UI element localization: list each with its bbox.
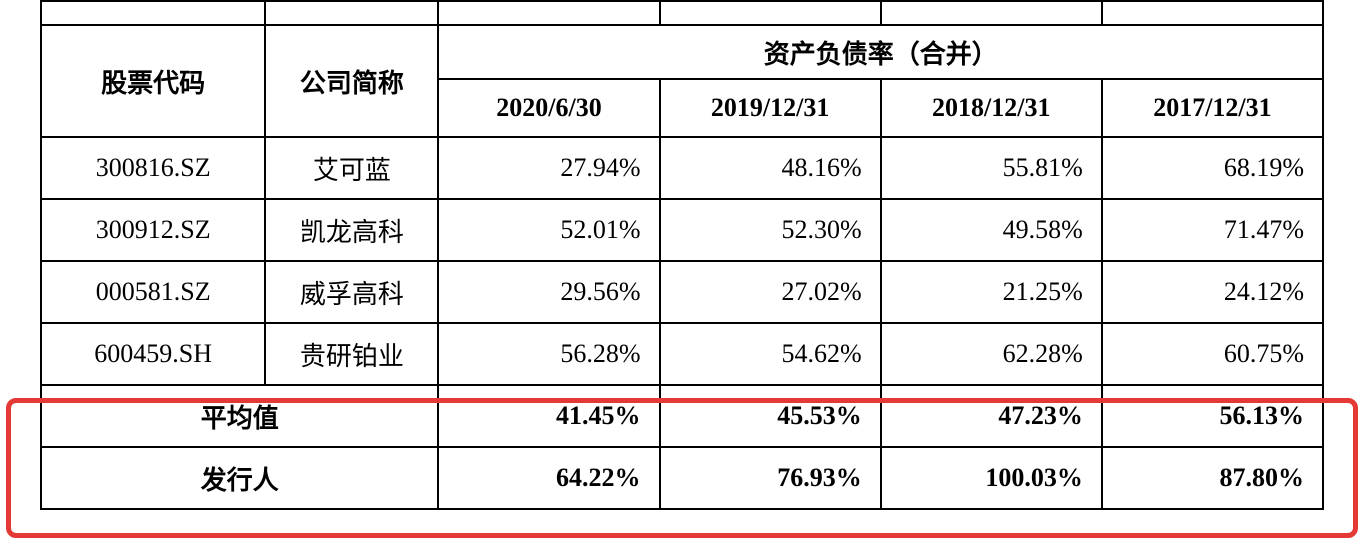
cell-value: 52.30%: [660, 199, 881, 261]
summary-row-average: 平均值 41.45% 45.53% 47.23% 56.13%: [41, 385, 1323, 447]
cell-value: 27.02%: [660, 261, 881, 323]
cell-value: 71.47%: [1102, 199, 1323, 261]
cell-value: 24.12%: [1102, 261, 1323, 323]
cell-value: 27.94%: [438, 137, 659, 199]
cell-code: 300816.SZ: [41, 137, 265, 199]
cell-value: 45.53%: [660, 385, 881, 447]
col-header-name: 公司简称: [265, 25, 438, 137]
col-header-date-0: 2020/6/30: [438, 79, 659, 137]
table-row: 000581.SZ 威孚高科 29.56% 27.02% 21.25% 24.1…: [41, 261, 1323, 323]
cell-value: 64.22%: [438, 447, 659, 509]
cell-value: 87.80%: [1102, 447, 1323, 509]
cell-value: 29.56%: [438, 261, 659, 323]
cell-value: 52.01%: [438, 199, 659, 261]
cell-value: 60.75%: [1102, 323, 1323, 385]
table-row: 300912.SZ 凯龙高科 52.01% 52.30% 49.58% 71.4…: [41, 199, 1323, 261]
cell-value: 56.13%: [1102, 385, 1323, 447]
cell-value: 76.93%: [660, 447, 881, 509]
cell-name: 凯龙高科: [265, 199, 438, 261]
cell-code: 300912.SZ: [41, 199, 265, 261]
stub-row: [41, 1, 1323, 25]
debt-ratio-table: 股票代码 公司简称 资产负债率（合并） 2020/6/30 2019/12/31…: [40, 0, 1324, 510]
summary-row-issuer: 发行人 64.22% 76.93% 100.03% 87.80%: [41, 447, 1323, 509]
cell-value: 56.28%: [438, 323, 659, 385]
col-header-group: 资产负债率（合并）: [438, 25, 1323, 79]
cell-value: 55.81%: [881, 137, 1102, 199]
col-header-date-1: 2019/12/31: [660, 79, 881, 137]
cell-value: 68.19%: [1102, 137, 1323, 199]
summary-label: 平均值: [41, 385, 438, 447]
cell-value: 49.58%: [881, 199, 1102, 261]
cell-name: 艾可蓝: [265, 137, 438, 199]
col-header-date-3: 2017/12/31: [1102, 79, 1323, 137]
cell-value: 41.45%: [438, 385, 659, 447]
cell-name: 贵研铂业: [265, 323, 438, 385]
cell-code: 000581.SZ: [41, 261, 265, 323]
cell-value: 62.28%: [881, 323, 1102, 385]
header-row-1: 股票代码 公司简称 资产负债率（合并）: [41, 25, 1323, 79]
table-row: 600459.SH 贵研铂业 56.28% 54.62% 62.28% 60.7…: [41, 323, 1323, 385]
col-header-date-2: 2018/12/31: [881, 79, 1102, 137]
table-container: 股票代码 公司简称 资产负债率（合并） 2020/6/30 2019/12/31…: [0, 0, 1364, 510]
cell-value: 47.23%: [881, 385, 1102, 447]
cell-value: 100.03%: [881, 447, 1102, 509]
cell-name: 威孚高科: [265, 261, 438, 323]
col-header-code: 股票代码: [41, 25, 265, 137]
summary-label: 发行人: [41, 447, 438, 509]
cell-value: 48.16%: [660, 137, 881, 199]
cell-value: 54.62%: [660, 323, 881, 385]
table-row: 300816.SZ 艾可蓝 27.94% 48.16% 55.81% 68.19…: [41, 137, 1323, 199]
cell-value: 21.25%: [881, 261, 1102, 323]
cell-code: 600459.SH: [41, 323, 265, 385]
